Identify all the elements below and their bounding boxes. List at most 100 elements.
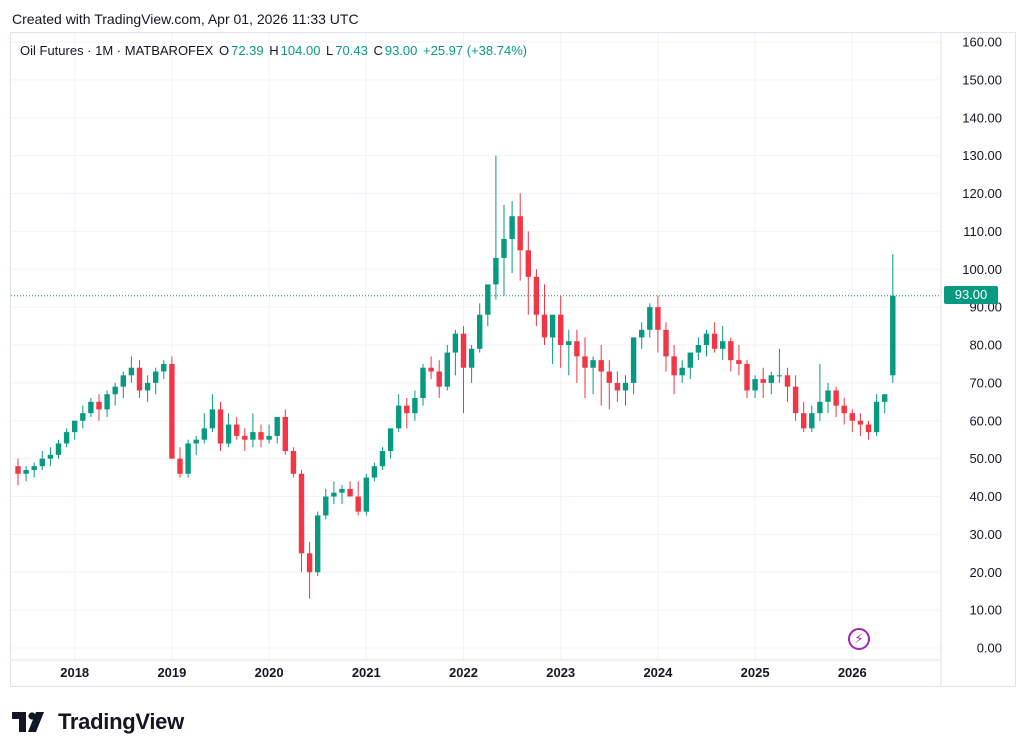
candle-body — [258, 432, 264, 440]
candle — [234, 416, 240, 440]
candle — [290, 447, 297, 478]
candle — [809, 405, 815, 433]
candle — [841, 398, 847, 425]
candles — [15, 155, 896, 599]
candle — [525, 231, 531, 315]
candle — [720, 326, 726, 361]
candle — [144, 375, 151, 402]
symbol-label[interactable]: Oil Futures · 1M · MATBAROFEX — [20, 43, 214, 58]
candle-body — [703, 333, 710, 345]
candle — [363, 473, 369, 516]
y-tick-label: 0.00 — [977, 641, 1002, 656]
y-tick-label: 120.00 — [962, 186, 1002, 201]
candle-body — [890, 295, 896, 376]
candle — [639, 322, 645, 349]
candle — [404, 398, 410, 429]
candle-body — [104, 394, 110, 410]
candle-body — [355, 496, 361, 512]
candle-body — [760, 379, 766, 383]
candle-body — [144, 382, 151, 391]
candle-body — [323, 496, 329, 516]
candle-body — [639, 329, 645, 338]
y-tick-label: 80.00 — [969, 338, 1002, 353]
candle-body — [728, 341, 734, 361]
candle — [647, 303, 653, 338]
x-tick-label: 2023 — [546, 665, 575, 680]
change-value: +25.97 (+38.74%) — [423, 43, 528, 58]
low-value: 70.43 — [335, 43, 368, 58]
y-tick-label: 130.00 — [962, 148, 1002, 163]
candle-body — [687, 352, 693, 368]
tradingview-brand[interactable]: TradingView — [12, 708, 184, 736]
candle — [242, 428, 248, 452]
candle-body — [873, 401, 880, 433]
candle-body — [298, 473, 305, 554]
candle-body — [15, 466, 21, 474]
x-tick-label: 2022 — [449, 665, 478, 680]
candle-body — [436, 371, 442, 387]
candle — [298, 469, 305, 573]
x-tick-label: 2021 — [352, 665, 381, 680]
candle — [23, 466, 29, 482]
chart-frame — [10, 32, 1016, 687]
candle — [752, 375, 758, 399]
candle — [209, 394, 216, 433]
candle-body — [72, 420, 78, 433]
candle — [217, 401, 224, 452]
candle — [282, 409, 288, 455]
candle-body — [549, 314, 556, 338]
candle-body — [849, 413, 855, 421]
candle-body — [47, 454, 54, 459]
candle — [72, 420, 78, 440]
candle — [801, 401, 807, 433]
candle-body — [517, 216, 523, 251]
candle-body — [566, 341, 572, 345]
candle — [598, 345, 604, 406]
candle-body — [217, 409, 224, 444]
candle-body — [679, 367, 685, 376]
candle-body — [282, 416, 288, 452]
candle-body — [23, 469, 29, 474]
candle — [161, 360, 167, 380]
candle-body — [31, 466, 37, 470]
candle — [274, 416, 280, 444]
candle-body — [234, 424, 240, 436]
candle-body — [412, 398, 418, 414]
candle-body — [396, 405, 402, 429]
candle — [128, 356, 135, 383]
candle — [493, 155, 499, 300]
candle-body — [477, 314, 483, 349]
price-axis[interactable]: 0.00 10.00 20.00 30.00 40.00 50.00 60.00 70.00 8… — [962, 35, 1002, 656]
grid-lines — [11, 33, 942, 687]
candle-body — [590, 360, 596, 368]
candle — [517, 193, 523, 281]
candle — [541, 284, 548, 345]
time-axis[interactable]: 2018 2019 2020 2021 2022 2023 2024 2025 2026 — [60, 665, 867, 680]
candle-body — [784, 375, 791, 387]
x-tick-label: 2026 — [838, 665, 867, 680]
candle — [744, 360, 750, 399]
open-value: 72.39 — [231, 43, 264, 58]
candle — [201, 413, 207, 444]
candle — [679, 360, 685, 383]
created-header: Created with TradingView.com, Apr 01, 20… — [12, 11, 359, 27]
candle-body — [541, 314, 548, 338]
candle-body — [598, 360, 604, 372]
candle-body — [501, 238, 507, 258]
candle-body — [630, 337, 637, 383]
candle-body — [153, 371, 159, 383]
lightning-icon[interactable]: ⚡ — [848, 628, 870, 650]
candle — [865, 420, 872, 440]
candle — [47, 447, 54, 467]
candle-body — [404, 405, 410, 414]
candle — [882, 394, 888, 414]
candle-body — [39, 458, 45, 467]
candle — [890, 254, 896, 383]
candle — [614, 371, 621, 402]
candle — [428, 356, 434, 380]
candle — [225, 413, 232, 448]
candle-body — [379, 451, 386, 467]
candle — [736, 345, 742, 376]
y-tick-label: 70.00 — [969, 375, 1002, 390]
